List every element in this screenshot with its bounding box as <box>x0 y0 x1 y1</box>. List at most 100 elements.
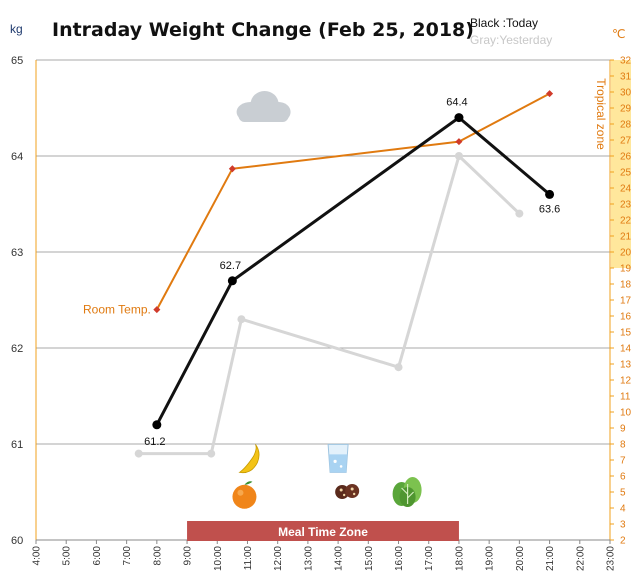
data-label: 61.2 <box>144 436 165 448</box>
y-right-tick-label: 27 <box>620 136 632 147</box>
y-right-tick-label: 10 <box>620 408 632 419</box>
yesterday-point <box>207 449 216 458</box>
room-temp-point <box>546 90 554 98</box>
x-tick-label: 10:00 <box>213 546 224 571</box>
y-right-tick-label: 2 <box>620 536 626 547</box>
today-point <box>545 189 555 199</box>
x-tick-label: 4:00 <box>32 546 43 566</box>
yesterday-point <box>394 363 403 372</box>
yesterday-point <box>515 209 524 218</box>
y-right-tick-label: 13 <box>620 360 632 371</box>
y-right-tick-label: 25 <box>620 168 632 179</box>
room-temp-point <box>455 138 463 146</box>
y-right-tick-label: 15 <box>620 328 632 339</box>
y-right-tick-label: 8 <box>620 440 626 451</box>
y-right-tick-label: 6 <box>620 472 626 483</box>
legend-today: Black :Today <box>470 16 538 30</box>
y-left-tick-label: 65 <box>11 55 23 67</box>
x-tick-label: 13:00 <box>303 546 314 571</box>
y-right-tick-label: 7 <box>620 456 626 467</box>
orange-icon <box>232 481 257 509</box>
y-left-tick-label: 63 <box>11 247 23 259</box>
today-point <box>454 113 464 123</box>
x-tick-label: 14:00 <box>334 546 345 571</box>
y-right-tick-label: 9 <box>620 424 626 435</box>
y-right-tick-label: 22 <box>620 216 632 227</box>
x-tick-label: 9:00 <box>183 546 194 566</box>
series-line-today <box>155 116 551 426</box>
today-point <box>152 420 162 430</box>
x-tick-label: 23:00 <box>606 546 617 571</box>
y-left-tick-label: 60 <box>11 535 23 547</box>
y-right-tick-label: 30 <box>620 88 632 99</box>
series-line-room-temp <box>155 92 551 311</box>
y-left-ticks: 60 61 62 63 64 65 <box>11 55 23 547</box>
x-tick-label: 12:00 <box>273 546 284 571</box>
y-right-ticks: 2345678910111213141516171819202122232425… <box>610 56 632 547</box>
y-right-tick-label: 28 <box>620 120 632 131</box>
y-right-tick-label: 20 <box>620 248 632 259</box>
y-right-tick-label: 18 <box>620 280 632 291</box>
x-tick-label: 20:00 <box>515 546 526 571</box>
cookie-icon <box>335 484 360 499</box>
y-right-tick-label: 3 <box>620 520 626 531</box>
chart-title: Intraday Weight Change (Feb 25, 2018) <box>52 19 474 41</box>
y-right-tick-label: 29 <box>620 104 632 115</box>
room-temp-point <box>228 165 236 173</box>
x-tick-label: 16:00 <box>394 546 405 571</box>
x-tick-label: 18:00 <box>454 546 465 571</box>
y-right-tick-label: 32 <box>620 56 632 67</box>
lettuce-icon <box>392 477 422 507</box>
x-tick-label: 11:00 <box>243 546 254 571</box>
x-tick-label: 7:00 <box>122 546 133 566</box>
y-left-unit: kg <box>10 22 23 36</box>
y-right-tick-label: 31 <box>620 72 632 83</box>
y-right-tick-label: 4 <box>620 504 626 515</box>
x-tick-label: 17:00 <box>424 546 435 571</box>
y-right-tick-label: 17 <box>620 296 632 307</box>
series-line-yesterday <box>138 154 521 456</box>
y-right-tick-label: 5 <box>620 488 626 499</box>
yesterday-point <box>454 152 463 160</box>
x-tick-label: 15:00 <box>364 546 375 571</box>
y-right-tick-label: 24 <box>620 184 632 195</box>
y-right-tick-label: 21 <box>620 232 632 243</box>
data-label: 64.4 <box>446 97 467 109</box>
y-left-tick-label: 62 <box>11 343 23 355</box>
y-right-tick-label: 14 <box>620 344 632 355</box>
meal-time-zone-bar <box>187 521 459 541</box>
y-left-tick-label: 61 <box>11 439 23 451</box>
banana-icon <box>238 444 260 474</box>
water-glass-icon <box>327 443 349 473</box>
legend-yesterday: Gray:Yesterday <box>470 33 552 47</box>
y-right-tick-label: 19 <box>620 264 632 275</box>
tropical-zone-band <box>611 60 631 268</box>
y-right-unit: ℃ <box>612 27 625 41</box>
y-right-tick-label: 23 <box>620 200 632 211</box>
x-tick-label: 8:00 <box>152 546 163 566</box>
y-right-tick-label: 26 <box>620 152 632 163</box>
data-label: 62.7 <box>220 260 241 272</box>
cloud-icon <box>236 91 291 122</box>
x-tick-label: 6:00 <box>92 546 103 566</box>
meal-time-zone-label: Meal Time Zone <box>278 525 368 539</box>
room-temp-point <box>153 306 161 314</box>
y-right-tick-label: 16 <box>620 312 632 323</box>
yesterday-point <box>237 315 246 324</box>
x-ticks: 4:00 5:00 6:00 7:00 8:00 9:00 10:00 11:00 12:00 1… <box>32 540 617 571</box>
today-point <box>227 276 237 286</box>
x-tick-label: 21:00 <box>545 546 556 571</box>
yesterday-point <box>134 449 143 458</box>
y-right-tick-label: 11 <box>620 392 631 403</box>
data-label: 63.6 <box>539 203 560 215</box>
tropical-zone-label: Tropical zone <box>594 78 608 150</box>
y-left-tick-label: 64 <box>11 151 23 163</box>
room-temp-label: Room Temp. <box>83 303 151 317</box>
icon-layer <box>232 91 422 509</box>
y-right-tick-label: 12 <box>620 376 632 387</box>
x-tick-label: 19:00 <box>485 546 496 571</box>
x-tick-label: 5:00 <box>62 546 73 566</box>
